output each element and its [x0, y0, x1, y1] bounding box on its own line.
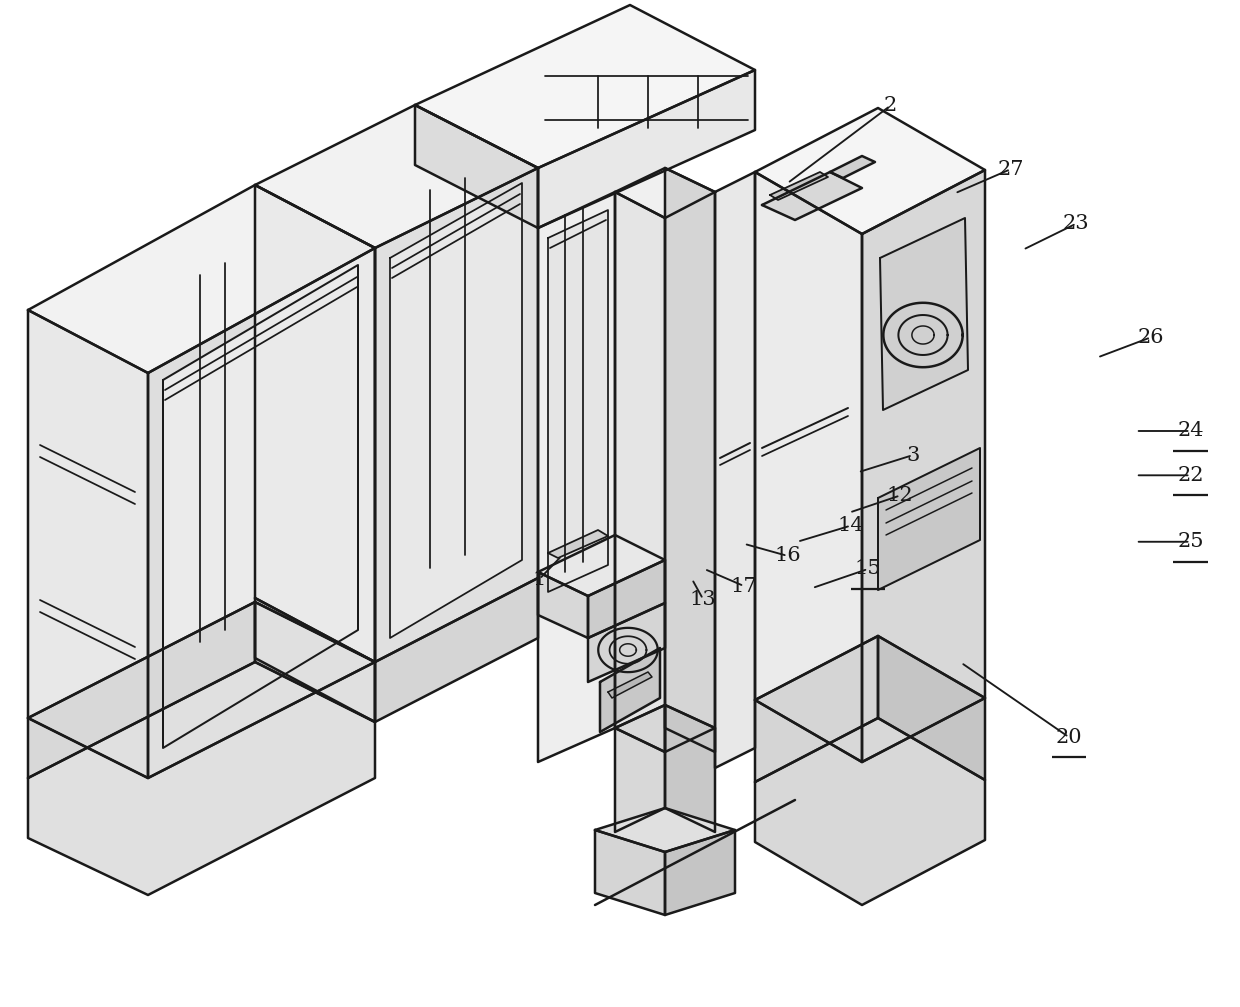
Polygon shape [29, 602, 374, 778]
Text: 20: 20 [1055, 728, 1083, 746]
Text: 13: 13 [689, 590, 717, 608]
Polygon shape [415, 105, 538, 228]
Polygon shape [600, 648, 660, 732]
Text: 17: 17 [730, 577, 758, 595]
Polygon shape [415, 5, 755, 168]
Polygon shape [830, 156, 875, 178]
Polygon shape [862, 170, 985, 762]
Polygon shape [880, 218, 968, 410]
Polygon shape [615, 705, 715, 752]
Polygon shape [588, 560, 665, 638]
Polygon shape [595, 830, 665, 915]
Polygon shape [878, 636, 985, 780]
Polygon shape [538, 192, 615, 762]
Polygon shape [755, 636, 985, 762]
Polygon shape [255, 185, 374, 662]
Text: 16: 16 [774, 547, 801, 565]
Polygon shape [374, 578, 538, 722]
Polygon shape [615, 705, 665, 832]
Polygon shape [548, 210, 608, 592]
Polygon shape [29, 662, 374, 895]
Polygon shape [755, 718, 985, 905]
Polygon shape [29, 310, 148, 778]
Polygon shape [588, 603, 665, 682]
Polygon shape [538, 535, 665, 596]
Polygon shape [665, 705, 715, 832]
Text: 2: 2 [884, 97, 897, 115]
Polygon shape [255, 602, 374, 722]
Text: 27: 27 [997, 160, 1024, 178]
Polygon shape [763, 172, 862, 220]
Text: 12: 12 [887, 486, 914, 505]
Polygon shape [29, 602, 255, 778]
Polygon shape [548, 530, 608, 558]
Text: 25: 25 [1177, 533, 1204, 551]
Text: 15: 15 [854, 560, 882, 578]
Polygon shape [255, 105, 538, 248]
Polygon shape [665, 830, 735, 915]
Polygon shape [391, 183, 522, 638]
Polygon shape [770, 172, 828, 200]
Text: 14: 14 [837, 517, 864, 535]
Polygon shape [538, 572, 588, 638]
Polygon shape [755, 172, 862, 762]
Polygon shape [255, 598, 374, 722]
Text: 26: 26 [1137, 328, 1164, 346]
Polygon shape [755, 636, 878, 782]
Polygon shape [595, 808, 735, 852]
Polygon shape [665, 168, 715, 752]
Polygon shape [608, 672, 652, 698]
Text: 3: 3 [906, 446, 919, 464]
Polygon shape [148, 248, 374, 778]
Polygon shape [615, 168, 715, 218]
Polygon shape [878, 448, 980, 590]
Text: 23: 23 [1063, 214, 1090, 233]
Polygon shape [715, 172, 755, 768]
Text: 24: 24 [1177, 422, 1204, 440]
Polygon shape [615, 192, 665, 752]
Polygon shape [538, 70, 755, 228]
Polygon shape [29, 185, 374, 373]
Polygon shape [374, 168, 538, 662]
Polygon shape [162, 265, 358, 748]
Text: 1: 1 [533, 570, 546, 588]
Text: 22: 22 [1177, 466, 1204, 484]
Polygon shape [755, 108, 985, 234]
